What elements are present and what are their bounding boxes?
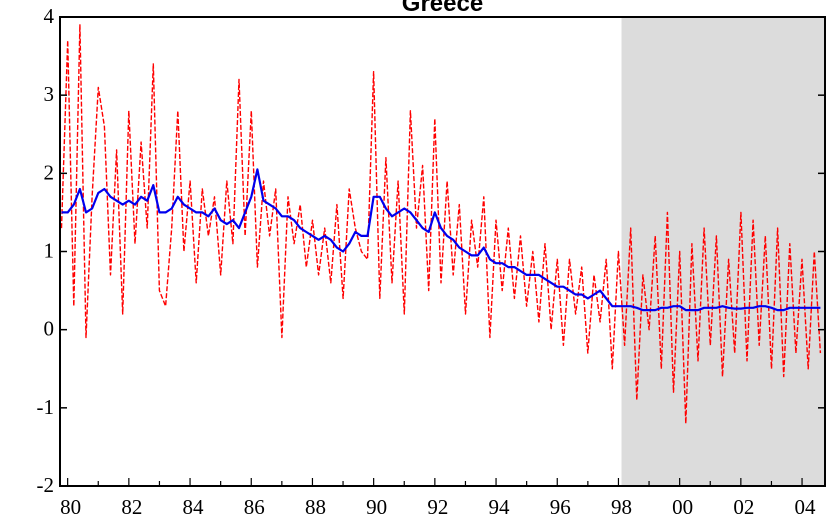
y-tick-label: 3 (44, 82, 55, 106)
x-tick-label: 80 (60, 495, 81, 519)
series-layer (60, 24, 822, 425)
x-tick-label: 98 (611, 495, 632, 519)
chart-title: Greece (402, 0, 483, 17)
x-tick-label: 92 (427, 495, 448, 519)
y-tick-label: 0 (44, 317, 55, 341)
x-tick-label: 88 (305, 495, 326, 519)
x-tick-label: 94 (489, 495, 511, 519)
y-tick-label: -1 (37, 395, 55, 419)
x-tick-label: 90 (366, 495, 387, 519)
y-tick-label: 4 (44, 4, 55, 28)
series-line-0 (60, 24, 822, 425)
y-tick-label: 2 (44, 160, 55, 184)
y-tick-label: -2 (37, 473, 55, 497)
ticks-layer: 4 3 2 1 0 -1 -280 82 84 86 88 90 92 94 96 98 00 02 04 (37, 4, 825, 519)
x-tick-label: 04 (795, 495, 817, 519)
shaded-region (621, 17, 825, 486)
x-tick-label: 86 (244, 495, 265, 519)
x-tick-label: 00 (672, 495, 693, 519)
x-tick-label: 02 (733, 495, 754, 519)
y-tick-label: 1 (44, 239, 55, 263)
x-tick-label: 96 (550, 495, 571, 519)
x-tick-label: 84 (183, 495, 205, 519)
x-tick-label: 82 (121, 495, 142, 519)
series-line-1 (61, 168, 821, 312)
